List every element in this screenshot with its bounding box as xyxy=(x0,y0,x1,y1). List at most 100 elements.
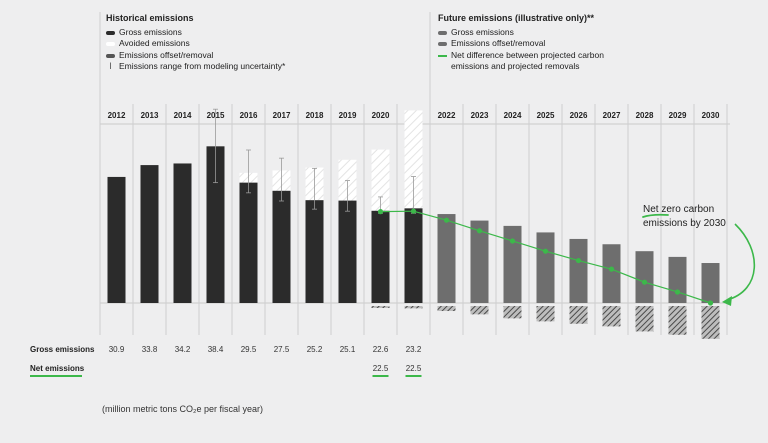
net-emissions-point xyxy=(641,279,648,285)
grey-bar-icon xyxy=(438,30,447,35)
gross-emissions-bar xyxy=(503,225,522,303)
gross-emissions-bar xyxy=(305,200,324,303)
year-label: 2014 xyxy=(174,111,192,120)
gross-emissions-bar xyxy=(239,182,258,303)
gross-value-cell: 30.9 xyxy=(109,345,125,354)
year-label: 2020 xyxy=(372,111,390,120)
historical-legend-title: Historical emissions xyxy=(106,13,194,23)
legend-item-net-difference: Net difference between projected carbon … xyxy=(438,50,638,73)
gross-value-cell: 27.5 xyxy=(274,345,290,354)
gross-emissions-bar xyxy=(635,251,654,303)
gross-value-cell: 33.8 xyxy=(142,345,158,354)
net-emissions-point xyxy=(410,208,417,214)
dark-bar-icon xyxy=(106,53,115,58)
historical-legend: Historical emissions Gross emissions Avo… xyxy=(106,13,285,73)
offset-removal-bar xyxy=(536,306,555,322)
legend-item-offset: Emissions offset/removal xyxy=(106,50,285,62)
offset-removal-bar xyxy=(569,306,588,324)
year-label: 2018 xyxy=(306,111,324,120)
gross-emissions-bar xyxy=(371,210,390,303)
offset-removal-bar xyxy=(404,306,423,309)
gross-emissions-bar xyxy=(140,165,159,303)
year-label: 2013 xyxy=(141,111,159,120)
year-label: 2025 xyxy=(537,111,555,120)
year-label: 2029 xyxy=(669,111,687,120)
legend-item-range: I Emissions range from modeling uncertain… xyxy=(106,61,285,73)
gross-emissions-bar xyxy=(602,244,621,303)
offset-removal-bar xyxy=(437,306,456,312)
gross-value-cell: 34.2 xyxy=(175,345,191,354)
gross-emissions-bar xyxy=(569,238,588,303)
year-label: 2022 xyxy=(438,111,456,120)
offset-removal-bar xyxy=(701,306,720,339)
legend-item-future-gross: Gross emissions xyxy=(438,27,638,39)
gross-value-cell: 25.2 xyxy=(307,345,323,354)
annotation-line-2: emissions by 2030 xyxy=(643,218,726,229)
year-label: 2017 xyxy=(273,111,291,120)
net-emissions-point xyxy=(542,248,549,254)
year-label: 2026 xyxy=(570,111,588,120)
net-emissions-point xyxy=(509,238,516,244)
year-label: 2019 xyxy=(339,111,357,120)
offset-removal-bar xyxy=(668,306,687,335)
year-label: 2023 xyxy=(471,111,489,120)
gross-value-cell: 29.5 xyxy=(241,345,257,354)
gross-emissions-bar xyxy=(173,163,192,303)
grey-bar-icon xyxy=(438,42,447,46)
annotation-arrow xyxy=(726,223,756,301)
offset-removal-bar xyxy=(470,306,489,315)
gross-emissions-bar xyxy=(272,190,291,303)
dark-bar-icon xyxy=(106,30,115,35)
net-value-cell: 22.5 xyxy=(373,364,389,373)
gross-emissions-bar xyxy=(107,176,126,303)
annotation-underline xyxy=(642,213,669,218)
gross-emissions-bar xyxy=(404,208,423,303)
year-label: 2016 xyxy=(240,111,258,120)
gross-emissions-bar xyxy=(437,214,456,303)
green-line-icon xyxy=(438,54,447,57)
net-emissions-point xyxy=(674,289,681,295)
offset-removal-bar xyxy=(503,306,522,319)
future-legend: Future emissions (illustrative only)** G… xyxy=(438,13,638,73)
year-label: 2030 xyxy=(702,111,720,120)
net-emissions-point xyxy=(377,209,384,215)
gross-value-cell: 23.2 xyxy=(406,345,422,354)
legend-item-avoided: Avoided emissions xyxy=(106,38,285,50)
gross-value-cell: 22.6 xyxy=(373,345,389,354)
avoided-emissions-bar xyxy=(371,149,390,211)
year-label: 2012 xyxy=(108,111,126,120)
net-value-cell: 22.5 xyxy=(406,364,422,373)
gross-emissions-bar xyxy=(470,220,489,303)
avoided-emissions-bar xyxy=(338,159,357,201)
error-bar-icon: I xyxy=(109,61,112,71)
future-legend-title: Future emissions (illustrative only)** xyxy=(438,13,595,23)
year-label: 2024 xyxy=(504,111,522,120)
net-emissions-point xyxy=(707,300,714,306)
net-emissions-point xyxy=(575,257,582,264)
net-emissions-point xyxy=(476,228,483,234)
gross-row-label: Gross emissions xyxy=(30,345,95,354)
units-footnote: (million metric tons CO₂e per fiscal yea… xyxy=(102,404,264,414)
gross-emissions-bar xyxy=(668,256,687,303)
gross-value-cell: 25.1 xyxy=(340,345,356,354)
year-label: 2027 xyxy=(603,111,621,120)
gross-emissions-bar xyxy=(338,200,357,303)
annotation-line-1: Net zero carbon xyxy=(643,204,714,215)
net-row-label: Net emissions xyxy=(30,364,85,373)
net-emissions-point xyxy=(443,217,450,223)
annotation-arrowhead xyxy=(722,296,732,306)
avoided-emissions-bar xyxy=(404,110,423,209)
white-bar-icon xyxy=(106,42,115,46)
gross-value-cell: 38.4 xyxy=(208,345,224,354)
net-emissions-point xyxy=(608,266,615,272)
legend-item-future-offset: Emissions offset/removal xyxy=(438,38,638,50)
offset-removal-bar xyxy=(635,306,654,332)
gross-emissions-bar xyxy=(206,146,225,303)
legend-item-gross: Gross emissions xyxy=(106,27,285,39)
offset-removal-bar xyxy=(371,306,390,308)
offset-removal-bar xyxy=(602,306,621,327)
gross-emissions-bar xyxy=(701,263,720,303)
gross-emissions-bar xyxy=(536,232,555,303)
year-label: 2028 xyxy=(636,111,654,120)
